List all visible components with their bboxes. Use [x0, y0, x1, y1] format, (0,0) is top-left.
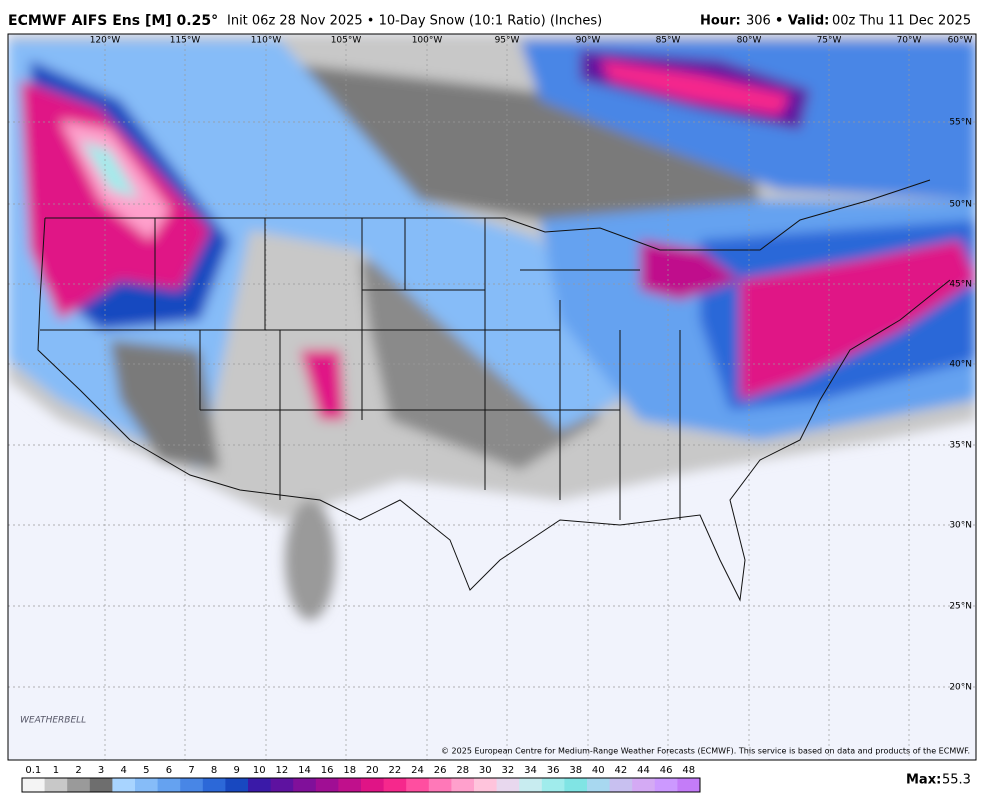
- colorbar-label: 1: [53, 765, 59, 776]
- latitude-label: 30°N: [949, 521, 972, 531]
- map: [8, 34, 976, 760]
- colorbar-label: 6: [166, 765, 172, 776]
- longitude-label: 85°W: [656, 36, 681, 46]
- colorbar-label: 30: [479, 765, 492, 776]
- latitude-label: 40°N: [949, 360, 972, 370]
- valid-label: • Valid:: [775, 14, 829, 29]
- colorbar-swatch: [338, 778, 362, 792]
- colorbar-label: 9: [234, 765, 240, 776]
- colorbar-label: 20: [366, 765, 379, 776]
- colorbar-label: 38: [569, 765, 582, 776]
- longitude-label: 120°W: [90, 36, 121, 46]
- colorbar-label: 48: [682, 765, 695, 776]
- colorbar-swatch: [428, 778, 452, 792]
- longitude-label: 110°W: [251, 36, 282, 46]
- colorbar-swatch: [654, 778, 678, 792]
- colorbar-label: 22: [389, 765, 402, 776]
- logo: WEATHERBELL: [20, 716, 86, 726]
- colorbar-swatch: [564, 778, 588, 792]
- colorbar-swatch: [89, 778, 113, 792]
- colorbar-label: 32: [502, 765, 515, 776]
- longitude-label: 80°W: [737, 36, 762, 46]
- colorbar-swatch: [22, 778, 46, 792]
- longitude-label: 60°W: [948, 36, 973, 46]
- boundaries: [37, 179, 951, 602]
- colorbar-swatch: [361, 778, 385, 792]
- latitude-label: 55°N: [949, 118, 972, 128]
- colorbar-label: 34: [524, 765, 537, 776]
- colorbar-label: 12: [276, 765, 289, 776]
- colorbar-swatch: [67, 778, 91, 792]
- colorbar-swatch: [44, 778, 68, 792]
- latitude-label: 45°N: [949, 280, 972, 290]
- colorbar-swatch: [383, 778, 407, 792]
- longitude-label: 70°W: [897, 36, 922, 46]
- longitude-label: 95°W: [495, 36, 520, 46]
- colorbar-label: 18: [343, 765, 356, 776]
- colorbar-label: 10: [253, 765, 266, 776]
- colorbar-swatch: [677, 778, 701, 792]
- colorbar-swatch: [135, 778, 159, 792]
- colorbar-label: 2: [75, 765, 81, 776]
- colorbar-label: 26: [434, 765, 447, 776]
- colorbar-swatch: [632, 778, 656, 792]
- colorbar-swatch: [451, 778, 475, 792]
- colorbar-swatch: [587, 778, 611, 792]
- colorbar-swatch: [609, 778, 633, 792]
- colorbar-label: 0.1: [25, 765, 41, 776]
- colorbar-label: 4: [121, 765, 127, 776]
- colorbar-label: 8: [211, 765, 217, 776]
- hour-label: Hour:: [700, 14, 741, 29]
- colorbar-label: 24: [411, 765, 424, 776]
- copyright: © 2025 European Centre for Medium-Range …: [441, 747, 970, 756]
- colorbar-label: 28: [456, 765, 469, 776]
- latitude-label: 50°N: [949, 200, 972, 210]
- colorbar-swatch: [157, 778, 181, 792]
- hour: 306: [746, 14, 771, 29]
- colorbar-swatch: [315, 778, 339, 792]
- longitude-label: 75°W: [817, 36, 842, 46]
- colorbar-label: 44: [637, 765, 650, 776]
- colorbar-label: 5: [143, 765, 149, 776]
- colorbar-swatch: [519, 778, 543, 792]
- colorbar-label: 7: [188, 765, 194, 776]
- max-label: Max:: [906, 773, 941, 788]
- latitude-label: 35°N: [949, 441, 972, 451]
- subtitle: Init 06z 28 Nov 2025 • 10-Day Snow (10:1…: [227, 14, 602, 29]
- colorbar-swatch: [270, 778, 294, 792]
- colorbar-label: 3: [98, 765, 104, 776]
- colorbar-frame: [21, 777, 701, 793]
- colorbar-label: 16: [321, 765, 334, 776]
- title: ECMWF AIFS Ens [M] 0.25°: [8, 13, 218, 29]
- colorbar-swatch: [541, 778, 565, 792]
- longitude-label: 90°W: [576, 36, 601, 46]
- colorbar-swatch: [112, 778, 136, 792]
- snow-field: [8, 34, 976, 620]
- map-frame: [7, 33, 977, 761]
- colorbar-swatch: [293, 778, 317, 792]
- colorbar-label: 42: [615, 765, 628, 776]
- colorbar-label: 14: [298, 765, 311, 776]
- colorbar-label: 46: [660, 765, 673, 776]
- colorbar-swatch: [496, 778, 520, 792]
- colorbar-label: 40: [592, 765, 605, 776]
- valid: 00z Thu 11 Dec 2025: [832, 14, 971, 29]
- colorbar-swatch: [180, 778, 204, 792]
- latitude-labels: 55°N 50°N 45°N 40°N 35°N 30°N 25°N 20°N: [949, 118, 972, 693]
- max-value: 55.3: [942, 773, 971, 788]
- longitude-label: 115°W: [170, 36, 201, 46]
- colorbar-swatch: [225, 778, 249, 792]
- latitude-label: 25°N: [949, 602, 972, 612]
- longitude-label: 100°W: [412, 36, 443, 46]
- colorbar-swatch: [474, 778, 498, 792]
- colorbar-swatch: [248, 778, 272, 792]
- longitude-labels: 120°W 115°W 110°W 105°W 100°W 95°W 90°W 85°W 80°…: [90, 36, 973, 46]
- longitude-label: 105°W: [331, 36, 362, 46]
- latitude-label: 20°N: [949, 683, 972, 693]
- colorbar-swatch: [202, 778, 226, 792]
- colorbar-label: 36: [547, 765, 560, 776]
- colorbar-swatch: [406, 778, 430, 792]
- colorbar: 0.1 1 2 3 4 5 6 7 8 9 10 12 14 16 18 20 22 24 26 28 30 32 34 36…: [21, 765, 701, 793]
